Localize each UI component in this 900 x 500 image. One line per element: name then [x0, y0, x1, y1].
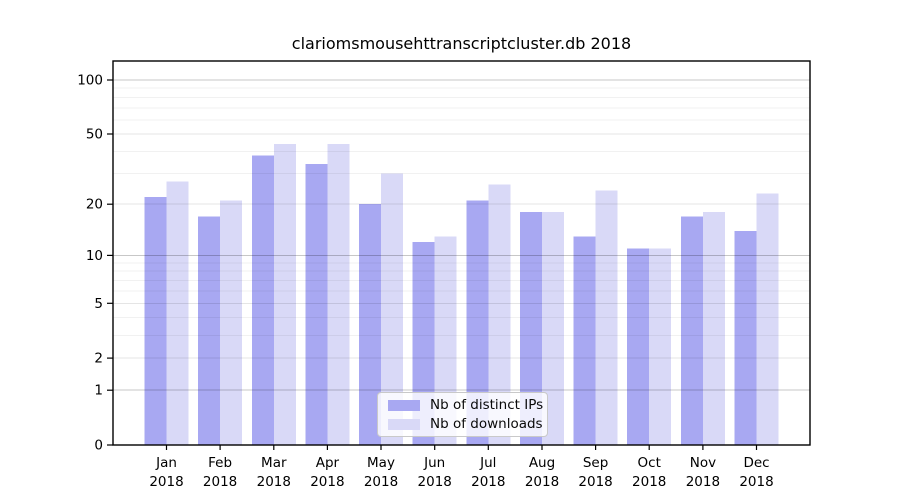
x-tick-label-month-aug: Aug: [529, 455, 555, 471]
bar-downloads-mar: [273, 143, 296, 445]
y-tick-label-2: 2: [94, 351, 103, 367]
bar-downloads-dec: [756, 193, 779, 445]
y-tick-label-5: 5: [94, 296, 103, 312]
bar-ips-jan: [144, 197, 167, 445]
x-tick-label-year-nov: 2018: [686, 474, 720, 490]
x-tick-label-year-aug: 2018: [525, 474, 559, 490]
x-tick-label-year-apr: 2018: [310, 474, 344, 490]
y-tick-label-10: 10: [86, 248, 103, 264]
bar-ips-dec: [734, 230, 757, 445]
x-tick-label-year-sep: 2018: [578, 474, 612, 490]
x-tick-label-month-nov: Nov: [690, 455, 716, 471]
bar-downloads-apr: [327, 143, 350, 445]
legend-swatch-downloads: [388, 418, 420, 430]
x-tick-label-year-jan: 2018: [149, 474, 183, 490]
bar-ips-apr: [305, 163, 328, 446]
legend-swatch-distinct-ips: [388, 399, 420, 411]
bar-downloads-aug: [542, 212, 564, 445]
legend-item-distinct-ips: Nb of distinct IPs: [388, 397, 543, 413]
bar-downloads-sep: [595, 190, 618, 445]
x-tick-label-month-dec: Dec: [743, 455, 769, 471]
plot-border: [112, 60, 811, 446]
chart-legend: Nb of distinct IPs Nb of downloads: [377, 392, 548, 437]
x-tick-label-year-mar: 2018: [257, 474, 291, 490]
bar-ips-oct: [627, 248, 650, 445]
bar-ips-may: [359, 204, 381, 445]
x-tick-label-year-jun: 2018: [418, 474, 452, 490]
x-tick-label-year-dec: 2018: [739, 474, 773, 490]
y-tick-label-1: 1: [94, 383, 103, 399]
bar-downloads-nov: [702, 212, 725, 445]
y-tick-label-50: 50: [86, 127, 103, 143]
x-tick-label-year-oct: 2018: [632, 474, 666, 490]
bar-downloads-jul: [488, 184, 511, 446]
x-tick-label-month-oct: Oct: [638, 455, 661, 471]
bar-ips-mar: [251, 155, 274, 446]
bar-ips-sep: [573, 236, 596, 445]
bar-ips-aug: [520, 212, 542, 445]
bar-ips-nov: [680, 216, 703, 445]
bar-downloads-jan: [166, 181, 189, 445]
legend-label-downloads: Nb of downloads: [430, 416, 543, 432]
y-tick-label-20: 20: [86, 197, 103, 213]
x-tick-label-month-may: May: [367, 455, 395, 471]
x-tick-label-month-jan: Jan: [155, 455, 177, 471]
bar-downloads-may: [381, 173, 403, 445]
bar-downloads-oct: [649, 248, 672, 445]
x-tick-label-year-may: 2018: [364, 474, 398, 490]
y-tick-label-100: 100: [77, 73, 103, 89]
x-tick-label-month-feb: Feb: [208, 455, 232, 471]
legend-label-distinct-ips: Nb of distinct IPs: [430, 397, 544, 413]
x-tick-label-year-jul: 2018: [471, 474, 505, 490]
bar-downloads-feb: [220, 200, 243, 445]
bar-ips-jul: [466, 200, 489, 445]
x-tick-label-month-jul: Jul: [479, 455, 496, 471]
x-tick-label-month-jun: Jun: [423, 455, 445, 471]
y-tick-label-0: 0: [94, 438, 103, 454]
bar-ips-feb: [198, 216, 221, 445]
x-tick-label-month-apr: Apr: [316, 455, 340, 471]
legend-item-downloads: Nb of downloads: [388, 416, 543, 432]
x-tick-label-month-mar: Mar: [261, 455, 287, 471]
chart-title: clariomsmousehttranscriptcluster.db 2018: [291, 34, 632, 53]
x-tick-label-year-feb: 2018: [203, 474, 237, 490]
x-tick-label-month-sep: Sep: [583, 455, 608, 471]
